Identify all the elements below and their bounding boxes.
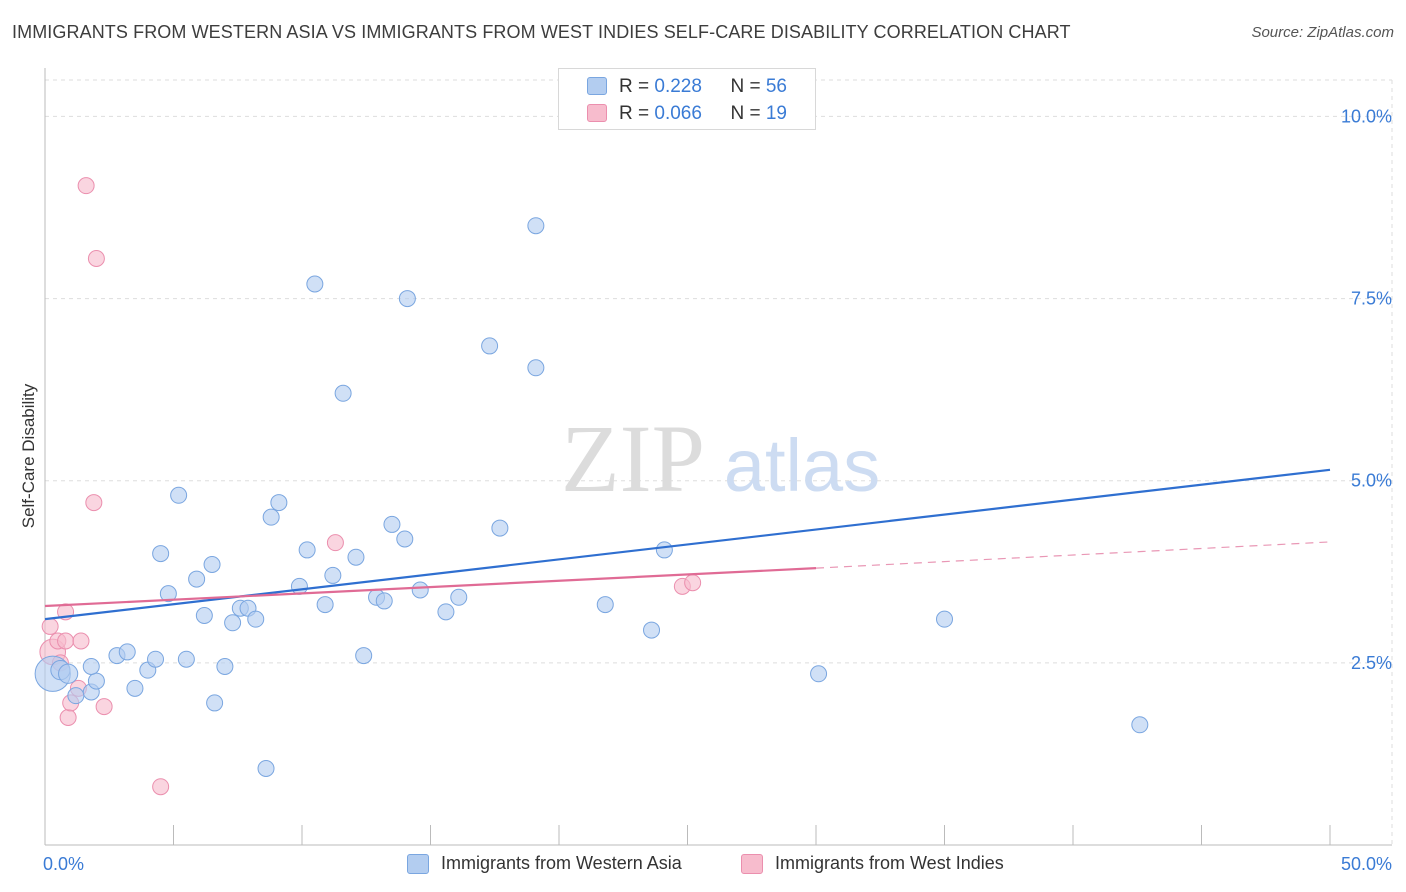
data-point-blue [195,607,213,624]
data-point-blue [270,494,288,512]
data-point-blue [177,650,195,668]
legend-r-label: R = [619,103,655,124]
trend-lines [44,468,1331,621]
data-point-blue [262,508,280,526]
data-point-pink [41,617,59,635]
data-point-blue [437,603,455,621]
data-point-blue [306,275,324,293]
series-legend: Immigrants from Western Asia Immigrants … [0,852,1406,878]
chart-title: IMMIGRANTS FROM WESTERN ASIA VS IMMIGRAN… [12,22,1071,42]
y-tick-label: 10.0% [1341,106,1392,126]
legend-r-label: R = [619,76,655,97]
data-point-blue [257,760,275,777]
data-point-blue [298,541,316,559]
data-point-pink [85,494,103,512]
trend-line-extension-pink [815,541,1331,569]
data-point-pink [57,632,75,650]
data-point-blue [396,530,414,548]
data-point-blue [159,585,177,603]
data-point-blue [224,614,242,632]
legend-n-label: N = [730,103,766,124]
y-tick-label: 5.0% [1351,471,1392,491]
data-point-pink [95,698,113,716]
data-point-blue [316,596,334,614]
legend-swatch-blue [587,77,607,95]
data-point-blue [383,515,401,533]
axes [44,68,1392,846]
series-name-western-asia: Immigrants from Western Asia [441,853,682,873]
data-point-pink [87,250,105,267]
data-point-blue [206,694,224,712]
data-point-blue [118,643,136,661]
data-point-blue [152,545,170,563]
data-points [34,177,1149,796]
data-point-blue [936,610,953,628]
trend-line-blue [44,468,1331,621]
y-axis-label: Self-Care Disability [19,383,38,528]
correlation-legend: R = 0.228 N = 56 R = 0.066 N = 19 [558,68,816,130]
series-name-west-indies: Immigrants from West Indies [775,853,1004,873]
data-point-blue [334,384,352,402]
data-point-blue [375,592,393,610]
data-point-blue [1131,716,1149,734]
y-tick-label: 2.5% [1351,653,1392,673]
watermark-zip: ZIP [561,405,705,512]
data-point-blue [411,581,429,599]
series-swatch-pink [741,854,763,874]
data-point-blue [170,486,188,504]
data-point-blue [216,658,234,675]
data-point-blue [810,665,828,683]
data-point-blue [355,647,373,665]
data-point-blue [203,556,221,573]
data-point-blue [188,570,206,588]
data-point-pink [59,709,77,726]
legend-r-value: 0.066 [654,103,702,124]
trend-line-pink [44,567,817,608]
data-point-blue [491,519,509,537]
data-point-pink [326,534,344,552]
data-point-pink [72,632,90,650]
data-point-blue [596,596,614,614]
data-point-blue [126,679,144,697]
data-point-pink [684,574,702,592]
tick-labels: 2.5% 5.0% 7.5% 10.0% 0.0% 50.0% [43,106,1392,874]
legend-r-value: 0.228 [654,76,702,97]
legend-n-value: 56 [765,76,787,97]
data-point-blue [527,217,545,235]
gridlines [45,79,1393,845]
source-credit: Source: ZipAtlas.com [1251,24,1394,41]
data-point-blue [87,672,105,690]
legend-swatch-pink [587,104,607,122]
data-point-blue [147,650,165,668]
data-point-blue [58,663,79,684]
data-point-blue [398,290,416,308]
watermark-atlas: atlas [724,424,880,507]
data-point-blue [82,658,100,675]
legend-n-value: 19 [765,103,787,124]
data-point-pink [77,177,95,195]
x-tick-label: 50.0% [1341,854,1392,874]
data-point-blue [290,577,308,595]
data-point-blue [247,610,265,628]
x-tick-label: 0.0% [43,854,84,874]
data-point-blue [527,359,545,377]
data-point-blue [655,541,673,559]
watermark: ZIP atlas [561,405,880,512]
data-point-blue [450,588,468,606]
data-point-blue [481,337,499,355]
data-point-blue [67,687,85,705]
legend-n-label: N = [730,76,766,97]
data-point-pink [152,778,170,796]
data-point-blue [347,548,365,566]
series-swatch-blue [407,854,429,874]
data-point-blue [643,621,661,639]
y-tick-label: 7.5% [1351,289,1392,309]
data-point-blue [324,566,342,584]
